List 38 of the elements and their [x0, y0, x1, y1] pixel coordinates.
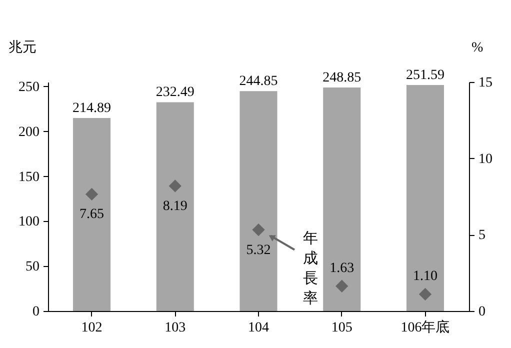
bar [240, 91, 278, 311]
y2-tick-label: 0 [478, 304, 486, 320]
y2-tick-label: 5 [478, 228, 486, 244]
x-tick-label: 104 [248, 320, 269, 336]
data-label: 7.65 [80, 207, 104, 222]
y-tick-label: 150 [18, 170, 40, 185]
data-label: 1.63 [330, 261, 354, 276]
data-label: 244.85 [239, 74, 278, 90]
point [418, 288, 432, 301]
data-label: 8.19 [162, 198, 188, 214]
x-tick-label: 102 [81, 320, 102, 336]
bar [156, 102, 194, 311]
point [85, 188, 98, 201]
point [168, 180, 182, 192]
y-axis-title: 兆元 [8, 40, 36, 56]
data-label: 251.59 [406, 68, 444, 84]
data-label: 1.10 [412, 269, 438, 284]
y-tick-label: 0 [32, 304, 40, 320]
bar [73, 118, 111, 311]
annotation: 年成長率 [303, 228, 318, 307]
point [252, 223, 265, 236]
y-tick-label: 200 [18, 124, 40, 140]
y2-tick-label: 15 [478, 76, 492, 90]
y-tick-label: 250 [18, 80, 40, 95]
data-label: 214.89 [72, 101, 112, 116]
y-tick-label: 50 [26, 260, 40, 275]
y-tick-label: 100 [18, 214, 40, 230]
x-tick-label: 103 [164, 320, 186, 336]
x-tick-label: 106年底 [400, 320, 450, 336]
bar [323, 88, 361, 311]
x-tick-label: 105 [331, 320, 352, 336]
y2-tick-label: 10 [478, 152, 492, 167]
bar [406, 85, 444, 311]
data-label: 248.85 [322, 70, 362, 86]
data-label: 5.32 [246, 242, 271, 258]
y2-axis-title: % [472, 40, 484, 56]
data-label: 232.49 [156, 85, 194, 100]
point [336, 280, 348, 292]
